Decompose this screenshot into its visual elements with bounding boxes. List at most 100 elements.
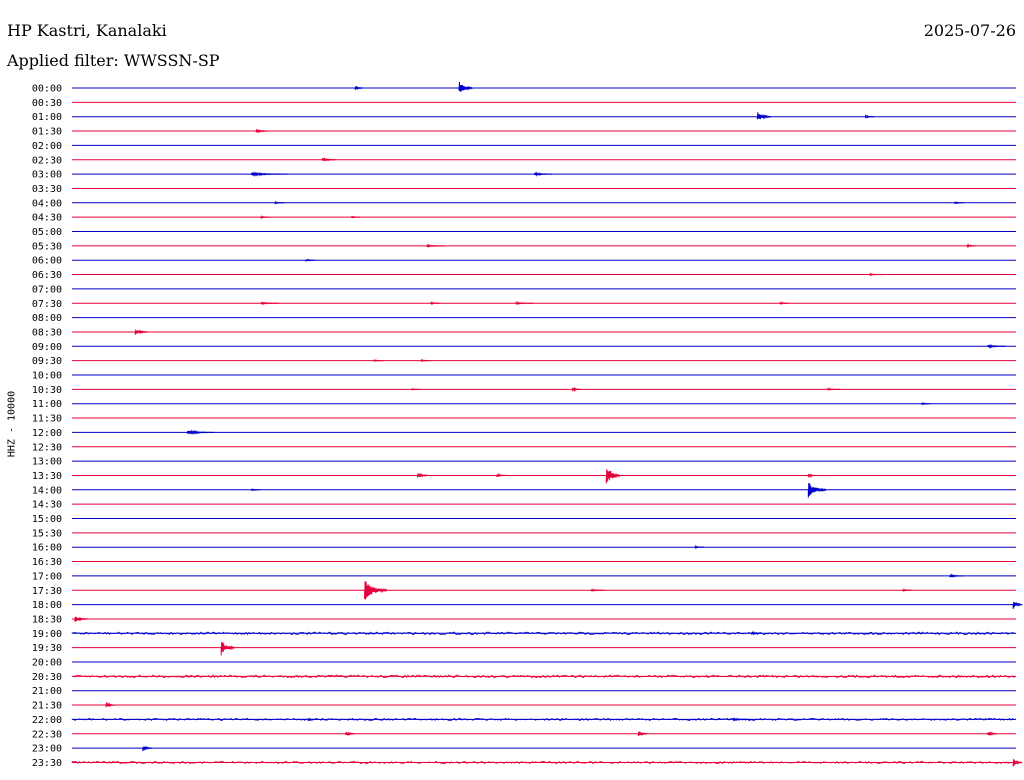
time-label: 12:00 <box>32 428 62 439</box>
seismic-event <box>807 482 827 498</box>
seismic-event <box>515 301 534 306</box>
seismic-event <box>756 112 772 120</box>
time-label: 07:00 <box>32 284 62 295</box>
time-label: 03:00 <box>32 170 62 181</box>
seismic-event <box>417 472 429 478</box>
time-label: 23:30 <box>32 758 62 769</box>
time-label: 22:30 <box>32 729 62 740</box>
time-label: 05:00 <box>32 227 62 238</box>
station-title: HP Kastri, Kanalaki <box>7 21 167 40</box>
time-label: 09:30 <box>32 356 62 367</box>
time-label: 01:30 <box>32 127 62 138</box>
time-label: 18:00 <box>32 600 62 611</box>
seismic-event <box>496 472 508 478</box>
seismic-event <box>869 272 884 277</box>
time-label: 22:00 <box>32 715 62 726</box>
time-label: 01:00 <box>32 112 62 123</box>
time-label: 12:30 <box>32 442 62 453</box>
seismic-event <box>807 473 818 479</box>
time-label: 23:00 <box>32 744 62 755</box>
seismic-event <box>364 581 388 600</box>
time-label: 08:00 <box>32 313 62 324</box>
seismic-event <box>590 588 605 592</box>
time-label: 05:30 <box>32 241 62 252</box>
seismic-event <box>321 157 336 162</box>
seismic-event <box>987 731 997 737</box>
seismic-event <box>255 129 270 134</box>
seismic-event <box>260 215 270 220</box>
time-label: 17:30 <box>32 586 62 597</box>
seismic-event <box>74 616 89 622</box>
seismic-event <box>921 401 931 406</box>
seismic-event <box>307 717 318 722</box>
time-label: 15:00 <box>32 514 62 525</box>
seismic-event <box>1012 601 1023 609</box>
time-label: 06:00 <box>32 256 62 267</box>
seismic-event <box>105 702 116 708</box>
seismic-event <box>430 300 440 306</box>
time-label: 08:30 <box>32 327 62 338</box>
seismic-event <box>1012 759 1023 767</box>
time-label: 13:00 <box>32 457 62 468</box>
time-label: 10:00 <box>32 371 62 382</box>
time-label: 19:30 <box>32 643 62 654</box>
time-label: 19:00 <box>32 629 62 640</box>
time-label: 04:00 <box>32 198 62 209</box>
time-label: 21:00 <box>32 686 62 697</box>
time-label: 03:30 <box>32 184 62 195</box>
seismic-event <box>350 215 361 219</box>
seismic-event <box>250 171 288 178</box>
seismic-event <box>142 745 153 752</box>
seismic-event <box>354 85 365 91</box>
seismic-event <box>864 113 875 119</box>
filter-label: Applied filter: WWSSN-SP <box>7 51 220 70</box>
seismic-event <box>826 387 841 391</box>
seismic-event <box>220 642 236 656</box>
time-label: 21:30 <box>32 701 62 712</box>
trace-noise <box>71 760 1016 765</box>
time-label: 06:30 <box>32 270 62 281</box>
time-label: 16:30 <box>32 557 62 568</box>
seismic-event <box>732 717 751 722</box>
seismic-event <box>966 243 977 249</box>
time-label: 14:00 <box>32 485 62 496</box>
seismic-event <box>605 469 621 484</box>
time-label: 00:00 <box>32 84 62 95</box>
time-label: 11:00 <box>32 399 62 410</box>
time-label: 11:30 <box>32 414 62 425</box>
seismic-event <box>426 243 445 248</box>
time-label: 07:30 <box>32 299 62 310</box>
seismic-event <box>694 544 705 550</box>
time-label: 14:30 <box>32 500 62 511</box>
seismic-event <box>134 329 149 335</box>
seismic-event <box>250 488 261 492</box>
seismic-event <box>954 201 964 205</box>
seismic-event <box>751 630 761 636</box>
time-label: 16:00 <box>32 543 62 554</box>
trace-noise <box>71 717 1016 721</box>
time-label: 18:30 <box>32 614 62 625</box>
seismic-event <box>637 731 648 737</box>
seismic-event <box>987 343 1006 349</box>
seismic-event <box>186 429 215 435</box>
trace-noise <box>71 631 1016 636</box>
seismic-event <box>902 588 912 592</box>
time-label: 20:30 <box>32 672 62 683</box>
seismic-event <box>420 358 431 362</box>
time-label: 20:00 <box>32 658 62 669</box>
time-label: 15:30 <box>32 528 62 539</box>
seismic-event <box>260 301 279 306</box>
time-label: 00:30 <box>32 98 62 109</box>
seismic-event <box>274 200 285 205</box>
seismic-event <box>534 171 553 177</box>
time-label: 13:30 <box>32 471 62 482</box>
seismic-event <box>373 358 384 362</box>
seismic-event <box>458 81 473 92</box>
seismic-event <box>305 258 316 263</box>
trace-noise <box>71 674 1016 679</box>
seismic-event <box>345 731 356 736</box>
seismic-event <box>949 573 964 578</box>
time-label: 09:00 <box>32 342 62 353</box>
time-label: 17:00 <box>32 571 62 582</box>
